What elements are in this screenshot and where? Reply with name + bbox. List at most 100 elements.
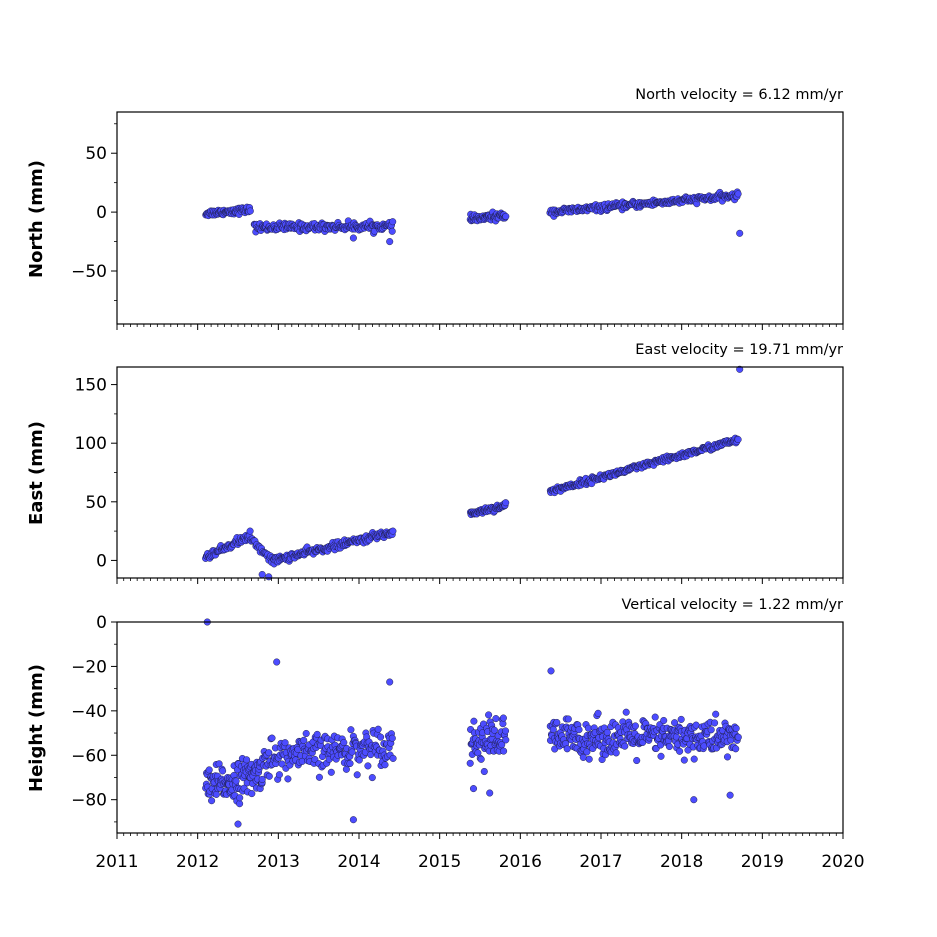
height-point [657, 752, 665, 760]
xtick-label: 2012 [176, 852, 219, 872]
height-point [381, 761, 389, 769]
height-point [281, 739, 289, 747]
height-axis-label: Height (mm) [26, 664, 47, 792]
height-point [268, 734, 276, 742]
height-point [692, 721, 700, 729]
height-point [315, 773, 323, 781]
east-point [734, 435, 742, 444]
height-point [677, 715, 685, 723]
height-point [492, 715, 500, 723]
height-point [594, 709, 602, 717]
height-point [377, 733, 385, 741]
height-point [311, 755, 319, 763]
north-point [388, 227, 396, 235]
panel-height: Vertical velocity = 1.22 mm/yr Height (m… [26, 597, 865, 872]
xtick-label: 2020 [821, 852, 864, 872]
height-point [676, 747, 684, 755]
north-data-points [202, 188, 744, 246]
height-point [388, 734, 396, 742]
height-ytick-label: −20 [71, 657, 107, 677]
height-point [243, 756, 251, 764]
height-point [575, 726, 583, 734]
height-point [248, 790, 256, 798]
north-velocity-annotation: North velocity = 6.12 mm/yr [635, 87, 843, 103]
east-ytick-label: 100 [75, 434, 107, 454]
height-outlier-point [486, 789, 494, 797]
height-point [502, 736, 510, 744]
height-point [621, 742, 629, 750]
north-outlier-point [349, 234, 357, 242]
xtick-label: 2015 [418, 852, 461, 872]
height-outlier-point [386, 678, 394, 686]
height-point [470, 717, 478, 725]
height-point [501, 727, 510, 735]
north-outlier-point [736, 229, 744, 237]
height-point [612, 749, 620, 757]
height-point [346, 759, 354, 768]
height-point [347, 726, 355, 734]
north-point [734, 190, 742, 198]
height-point [215, 760, 223, 768]
height-point [258, 775, 266, 783]
height-outlier-point [469, 785, 478, 793]
height-ytick-label: −40 [71, 702, 107, 722]
height-ytick-label: 0 [96, 613, 107, 633]
height-ytick-label: −60 [71, 746, 107, 766]
east-point [389, 527, 397, 535]
north-axes: −50 0 50 [71, 123, 844, 330]
height-point [633, 756, 641, 765]
east-velocity-annotation: East velocity = 19.71 mm/yr [635, 342, 843, 358]
height-point [603, 728, 611, 736]
height-point [665, 742, 673, 751]
height-point [499, 714, 507, 722]
height-point [549, 725, 557, 734]
north-point [502, 212, 510, 220]
north-plot-frame [116, 111, 844, 325]
height-outlier-point [273, 658, 281, 666]
height-point [680, 756, 688, 764]
east-outlier-point [246, 527, 254, 535]
height-point [313, 730, 321, 738]
north-point [389, 218, 397, 226]
east-ytick-label: 150 [75, 376, 107, 396]
height-point [300, 736, 308, 744]
height-point [631, 722, 639, 730]
north-ytick-label: −50 [71, 262, 107, 282]
height-point [723, 753, 732, 761]
height-point [732, 724, 740, 732]
height-outlier-point [726, 791, 734, 799]
height-point [690, 755, 698, 763]
height-point [553, 718, 561, 727]
east-point [502, 499, 510, 507]
height-point [563, 745, 571, 753]
height-outlier-point [234, 820, 242, 828]
east-axes: 0 50 100 150 [75, 376, 844, 584]
east-outlier-point [258, 570, 266, 579]
height-point [564, 715, 572, 723]
height-point [585, 755, 593, 763]
xtick-label: 2016 [499, 852, 542, 872]
height-point [302, 729, 310, 738]
panel-north: North velocity = 6.12 mm/yr North (mm) −… [26, 87, 844, 330]
height-point [275, 771, 283, 779]
east-data-points [202, 365, 744, 581]
height-point [368, 774, 376, 782]
height-point [711, 719, 719, 727]
height-point [583, 748, 591, 756]
height-point [622, 708, 630, 716]
height-plot-frame [116, 621, 844, 834]
height-point [212, 790, 220, 798]
north-ytick-label: 50 [85, 144, 107, 164]
height-point [485, 711, 493, 719]
height-point [498, 741, 506, 749]
height-point [353, 771, 361, 779]
east-axis-label: East (mm) [26, 421, 47, 525]
east-ytick-label: 0 [96, 551, 107, 571]
height-point [208, 797, 216, 805]
height-point [500, 747, 508, 755]
xtick-label: 2013 [257, 852, 300, 872]
height-point [364, 762, 372, 770]
east-outlier-point [736, 365, 744, 373]
height-point [348, 748, 356, 756]
height-point [340, 738, 348, 747]
